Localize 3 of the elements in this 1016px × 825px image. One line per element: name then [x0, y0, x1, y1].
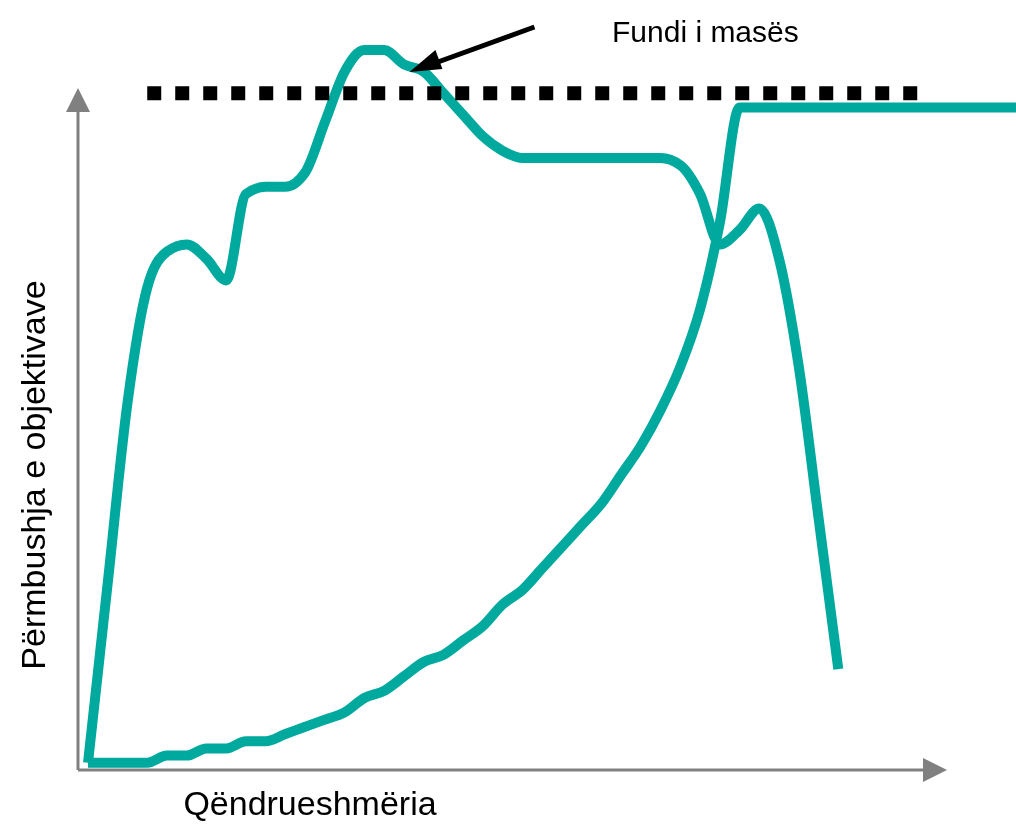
y-axis-title: Përmbushja e objektivave — [14, 280, 52, 670]
x-axis-title: Qëndrueshmëria — [183, 784, 437, 822]
text: Fundi i masës — [612, 15, 799, 48]
